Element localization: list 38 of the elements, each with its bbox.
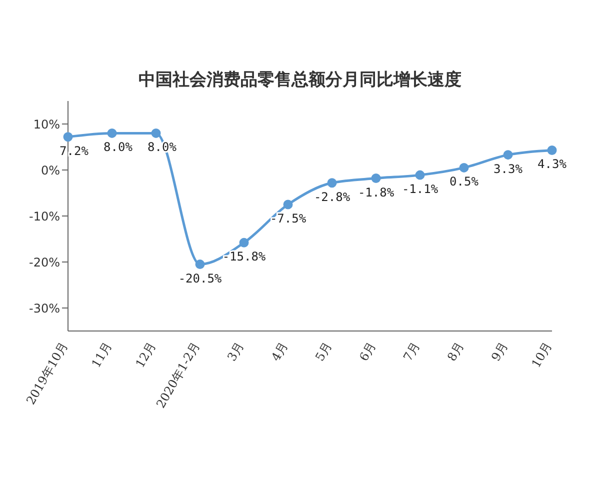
x-tick-label: 8月 — [444, 340, 467, 364]
y-tick-label: -10% — [28, 209, 60, 224]
point — [239, 238, 249, 248]
x-tick-label: 9月 — [488, 340, 511, 364]
data-label: -1.1% — [402, 182, 439, 196]
x-tick-label: 11月 — [88, 340, 115, 370]
point — [63, 132, 73, 142]
chart-title: 中国社会消费品零售总额分月同比增长速度 — [138, 69, 462, 91]
data-label: -7.5% — [270, 212, 307, 226]
data-label: -15.8% — [222, 250, 266, 264]
point — [151, 128, 161, 138]
x-tick-label: 7月 — [400, 340, 423, 364]
point — [327, 178, 337, 188]
point — [459, 162, 469, 172]
y-tick-label: -20% — [28, 255, 60, 270]
data-label: -1.8% — [358, 185, 395, 200]
point — [283, 200, 293, 210]
point — [547, 145, 557, 155]
point — [503, 150, 513, 160]
x-tick-label: 10月 — [528, 340, 555, 370]
data-label: 4.3% — [538, 157, 568, 172]
y-tick-label: 0% — [40, 163, 60, 178]
point — [371, 174, 381, 184]
x-tick-label: 12月 — [132, 340, 159, 370]
point — [415, 170, 425, 180]
y-tick-label: -30% — [28, 301, 60, 316]
point — [195, 260, 205, 270]
data-label: 3.3% — [494, 162, 524, 176]
x-tick-label: 5月 — [312, 340, 335, 364]
x-tick-label: 4月 — [268, 340, 291, 364]
x-tick-label: 3月 — [224, 340, 247, 364]
data-label: -2.8% — [314, 190, 351, 204]
data-label: 0.5% — [450, 174, 480, 189]
data-label: 8.0% — [104, 140, 134, 154]
data-label: -20.5% — [178, 271, 222, 286]
y-tick-label: 10% — [33, 117, 60, 132]
point — [107, 128, 117, 138]
x-tick-label: 6月 — [356, 340, 379, 364]
